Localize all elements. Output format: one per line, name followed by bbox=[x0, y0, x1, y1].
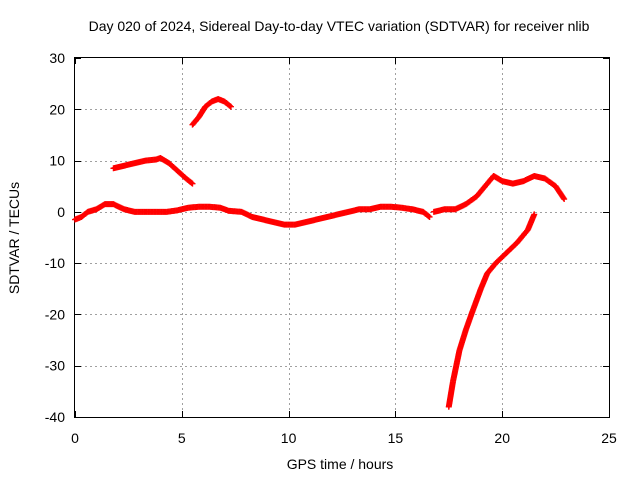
series-evening-rise bbox=[430, 172, 568, 215]
data-point bbox=[561, 196, 568, 203]
x-tick-label: 20 bbox=[494, 430, 510, 446]
data-point bbox=[227, 102, 234, 109]
x-tick-label: 0 bbox=[71, 430, 79, 446]
y-tick-label: 30 bbox=[49, 50, 65, 66]
series-main-trace bbox=[72, 201, 433, 228]
data-point bbox=[531, 211, 538, 218]
data-point bbox=[188, 179, 195, 186]
x-tick-label: 25 bbox=[601, 430, 617, 446]
data-series bbox=[72, 96, 568, 410]
data-point bbox=[189, 180, 196, 187]
y-tick-label: -20 bbox=[45, 306, 65, 322]
y-axis-label: SDTVAR / TECUs bbox=[6, 182, 22, 294]
x-tick-label: 10 bbox=[281, 430, 297, 446]
y-tick-label: -40 bbox=[45, 409, 65, 425]
series-midday-arc bbox=[189, 96, 234, 128]
x-axis-label: GPS time / hours bbox=[287, 456, 394, 472]
series-recovery-track bbox=[445, 211, 538, 410]
grid bbox=[75, 58, 609, 417]
chart-title: Day 020 of 2024, Sidereal Day-to-day VTE… bbox=[89, 18, 590, 34]
axis-ticks: 0 5 10 15 20 25 30 20 10 0 -10 -20 -30 -40 bbox=[45, 50, 617, 446]
y-tick-label: 20 bbox=[49, 101, 65, 117]
data-point bbox=[426, 213, 433, 220]
plot-frame bbox=[74, 57, 610, 418]
y-tick-label: -30 bbox=[45, 358, 65, 374]
y-tick-label: 10 bbox=[49, 153, 65, 169]
data-point bbox=[425, 213, 432, 220]
y-tick-label: 0 bbox=[57, 204, 65, 220]
series-morning-arc bbox=[110, 155, 196, 187]
x-tick-label: 15 bbox=[388, 430, 404, 446]
x-tick-label: 5 bbox=[178, 430, 186, 446]
y-tick-label: -10 bbox=[45, 255, 65, 271]
data-point bbox=[227, 103, 234, 110]
